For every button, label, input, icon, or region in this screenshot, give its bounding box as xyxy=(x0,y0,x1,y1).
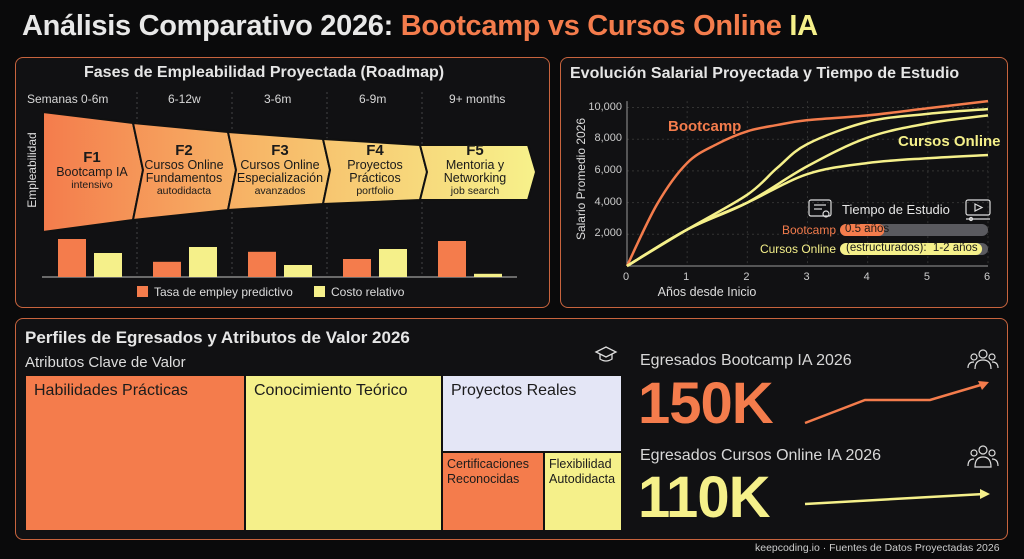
phase-f1: F1 Bootcamp IA intensivo xyxy=(44,150,140,192)
y-tick-label: 4,000 xyxy=(594,195,622,208)
study-label-online: Cursos Online xyxy=(759,242,836,256)
bootcamp-trend-arrow xyxy=(804,382,985,425)
phase-name: Proyectos Prácticos xyxy=(347,158,403,185)
phase-code: F1 xyxy=(83,149,101,166)
phase-name: Cursos Online Especialización xyxy=(236,158,324,185)
phase-f2: F2 Cursos Online Fundamentos autodidacta xyxy=(139,143,229,198)
kpi-label-online: Egresados Cursos Online IA 2026 xyxy=(640,447,882,464)
treemap-cell: Certificaciones Reconocidas xyxy=(442,452,544,531)
period-label: 9+ months xyxy=(449,92,506,106)
bar-F1-cost xyxy=(94,253,122,277)
roadmap-ylabel: Empleabilidad xyxy=(25,132,39,208)
bar-F1-employment xyxy=(58,239,86,277)
study-value-online: (estructurados): 1-2 años xyxy=(846,242,978,254)
treemap-cell: Flexibilidad Autodidacta xyxy=(544,452,622,531)
salary-title: Evolución Salarial Proyectada y Tiempo d… xyxy=(570,65,960,82)
phase-f3: F3 Cursos Online Especialización avanzados xyxy=(232,143,328,198)
kpi-value-bootcamp: 150K xyxy=(638,371,774,436)
phase-sub: job search xyxy=(450,185,500,197)
legend-swatch xyxy=(137,286,148,297)
certificate-icon xyxy=(808,199,832,218)
page-title: Análisis Comparativo 2026: Bootcamp vs C… xyxy=(22,10,818,43)
bar-F3-cost xyxy=(284,265,312,277)
phase-sub: intensivo xyxy=(71,179,113,191)
x-tick-label: 5 xyxy=(923,271,930,283)
period-label: Semanas 0-6m xyxy=(27,92,109,106)
profiles-title: Perfiles de Egresados y Atributos de Val… xyxy=(25,328,410,347)
salary-xlabel: Años desde Inicio xyxy=(657,285,757,299)
bootcamp-arrowhead xyxy=(978,381,989,390)
x-tick-label: 0 xyxy=(623,271,630,283)
phase-sub: autodidacta xyxy=(156,185,212,197)
legend-item-employment: Tasa de empley predictivo xyxy=(137,285,293,299)
title-highlight: Bootcamp vs Cursos Online xyxy=(400,10,790,42)
graduation-cap-icon xyxy=(594,346,618,362)
bar-F5-employment xyxy=(438,241,466,277)
treemap-cell: Habilidades Prácticas xyxy=(25,375,245,531)
phase-sub: avanzados xyxy=(254,185,306,197)
phase-code: F5 xyxy=(466,142,484,159)
phase-name: Bootcamp IA xyxy=(56,165,128,179)
phase-code: F4 xyxy=(366,142,384,159)
x-tick-label: 1 xyxy=(683,271,690,283)
line-series-bootcamp xyxy=(625,99,989,267)
kpi-value-online: 110K xyxy=(638,465,770,530)
bar-F4-employment xyxy=(343,259,371,277)
footer-source: keepcoding.io · Fuentes de Datos Proyect… xyxy=(755,542,1000,554)
phase-f4: F4 Proyectos Prácticos portfolio xyxy=(330,143,420,198)
study-label-bootcamp: Bootcamp xyxy=(781,223,836,237)
legend-label: Tasa de empley predictivo xyxy=(154,285,293,299)
period-label: 6-12w xyxy=(168,92,201,106)
funnel-phase-f5 xyxy=(418,144,538,201)
phase-code: F2 xyxy=(175,142,193,159)
team-icon xyxy=(967,445,999,468)
x-tick-label: 6 xyxy=(984,271,991,283)
x-tick-label: 2 xyxy=(743,271,750,283)
x-tick-label: 3 xyxy=(803,271,810,283)
title-text: Análisis Comparativo 2026: xyxy=(22,10,401,42)
x-tick-label: 4 xyxy=(863,271,870,283)
phase-name: Cursos Online Fundamentos xyxy=(144,158,224,185)
bar-F2-cost xyxy=(189,247,217,277)
video-icon xyxy=(965,199,991,222)
series-label-online: Cursos Online xyxy=(898,133,1001,150)
study-fill-online xyxy=(840,243,983,255)
profiles-subtitle: Atributos Clave de Valor xyxy=(25,354,186,371)
series-label-bootcamp: Bootcamp xyxy=(668,118,742,135)
title-highlight-ia: IA xyxy=(789,10,818,42)
treemap-cell: Conocimiento Teórico xyxy=(245,375,442,531)
y-tick-label: 2,000 xyxy=(594,227,622,240)
y-tick-label: 6,000 xyxy=(594,163,622,176)
online-trend-arrow xyxy=(804,492,985,506)
phase-name: Mentoria y Networking xyxy=(443,158,507,185)
roadmap-title: Fases de Empleabilidad Proyectada (Roadm… xyxy=(84,64,445,81)
online-arrowhead xyxy=(980,489,990,499)
study-fill-bootcamp xyxy=(840,224,885,236)
y-tick-label: 10,000 xyxy=(588,100,622,113)
legend-item-cost: Costo relativo xyxy=(314,285,404,299)
study-value-bootcamp: 0.5 años xyxy=(845,223,890,235)
treemap-cell: Proyectos Reales xyxy=(442,375,622,452)
bar-F5-cost xyxy=(474,273,502,277)
phase-f5: F5 Mentoria y Networking job search xyxy=(425,143,525,198)
legend-swatch xyxy=(314,286,325,297)
people-group-icon xyxy=(967,349,999,370)
y-tick-label: 8,000 xyxy=(594,132,622,145)
bar-F2-employment xyxy=(153,261,181,277)
phase-sub: portfolio xyxy=(356,185,394,197)
line-series-online-3 xyxy=(626,153,989,268)
bar-F4-cost xyxy=(379,249,407,277)
bar-F3-employment xyxy=(248,251,276,277)
study-title: Tiempo de Estudio xyxy=(842,202,950,217)
period-label: 6-9m xyxy=(359,92,387,106)
period-label: 3-6m xyxy=(264,92,292,106)
kpi-label-bootcamp: Egresados Bootcamp IA 2026 xyxy=(640,352,852,369)
legend-label: Costo relativo xyxy=(331,285,405,299)
phase-code: F3 xyxy=(271,142,289,159)
